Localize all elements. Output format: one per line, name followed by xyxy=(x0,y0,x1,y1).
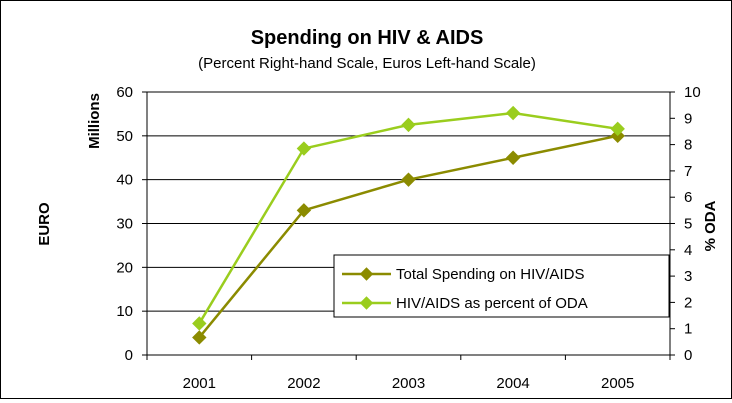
series-total-spending xyxy=(192,128,625,345)
legend: Total Spending on HIV/AIDS HIV/AIDS as p… xyxy=(333,254,670,318)
legend-marker-percent-oda xyxy=(359,296,374,310)
right-tick-label: 1 xyxy=(684,321,692,338)
x-tick-label: 2003 xyxy=(392,375,425,392)
data-point xyxy=(296,203,312,218)
right-axis-ticks: 0 1 2 3 4 5 6 7 8 9 10 xyxy=(670,84,701,364)
left-axis-label-euro: EURO xyxy=(36,202,53,246)
right-tick-label: 8 xyxy=(684,137,692,154)
chart-subtitle: (Percent Right-hand Scale, Euros Left-ha… xyxy=(198,55,536,72)
legend-label-percent-oda: HIV/AIDS as percent of ODA xyxy=(396,295,588,312)
data-point xyxy=(505,105,521,121)
data-point xyxy=(401,117,416,133)
right-tick-label: 0 xyxy=(684,347,692,364)
left-tick-label: 50 xyxy=(116,128,133,145)
chart-title: Spending on HIV & AIDS xyxy=(251,27,484,49)
data-point xyxy=(296,141,312,156)
x-tick-label: 2004 xyxy=(496,375,529,392)
right-tick-label: 7 xyxy=(684,163,692,180)
left-tick-label: 30 xyxy=(116,216,133,233)
x-tick-label: 2001 xyxy=(183,375,216,392)
series-layer xyxy=(192,105,625,345)
legend-box xyxy=(333,254,670,318)
left-axis-label-millions: Millions xyxy=(86,93,103,149)
left-axis-ticks: 0 10 20 30 40 50 60 xyxy=(116,84,147,364)
right-tick-label: 3 xyxy=(684,268,692,285)
x-tick-label: 2005 xyxy=(601,375,634,392)
data-point xyxy=(505,150,521,165)
legend-label-total-spending: Total Spending on HIV/AIDS xyxy=(396,266,584,283)
right-tick-label: 10 xyxy=(684,84,701,101)
right-tick-label: 2 xyxy=(684,294,692,311)
left-tick-label: 10 xyxy=(116,303,133,320)
data-point xyxy=(610,121,625,137)
data-point xyxy=(192,330,207,345)
x-axis-ticks: 2001 2002 2003 2004 2005 xyxy=(146,355,671,392)
left-tick-label: 20 xyxy=(116,259,133,276)
data-point xyxy=(401,172,416,187)
x-tick-label: 2002 xyxy=(287,375,320,392)
series-percent-oda xyxy=(192,105,625,331)
data-point xyxy=(192,316,207,331)
left-tick-label: 60 xyxy=(116,84,133,101)
right-tick-label: 4 xyxy=(684,242,692,259)
legend-marker-total-spending xyxy=(359,267,374,281)
right-axis-label: % ODA xyxy=(702,200,719,251)
right-tick-label: 6 xyxy=(684,189,692,206)
right-tick-label: 9 xyxy=(684,110,692,127)
right-tick-label: 5 xyxy=(684,216,692,233)
left-tick-label: 0 xyxy=(125,347,133,364)
left-tick-label: 40 xyxy=(116,172,133,189)
